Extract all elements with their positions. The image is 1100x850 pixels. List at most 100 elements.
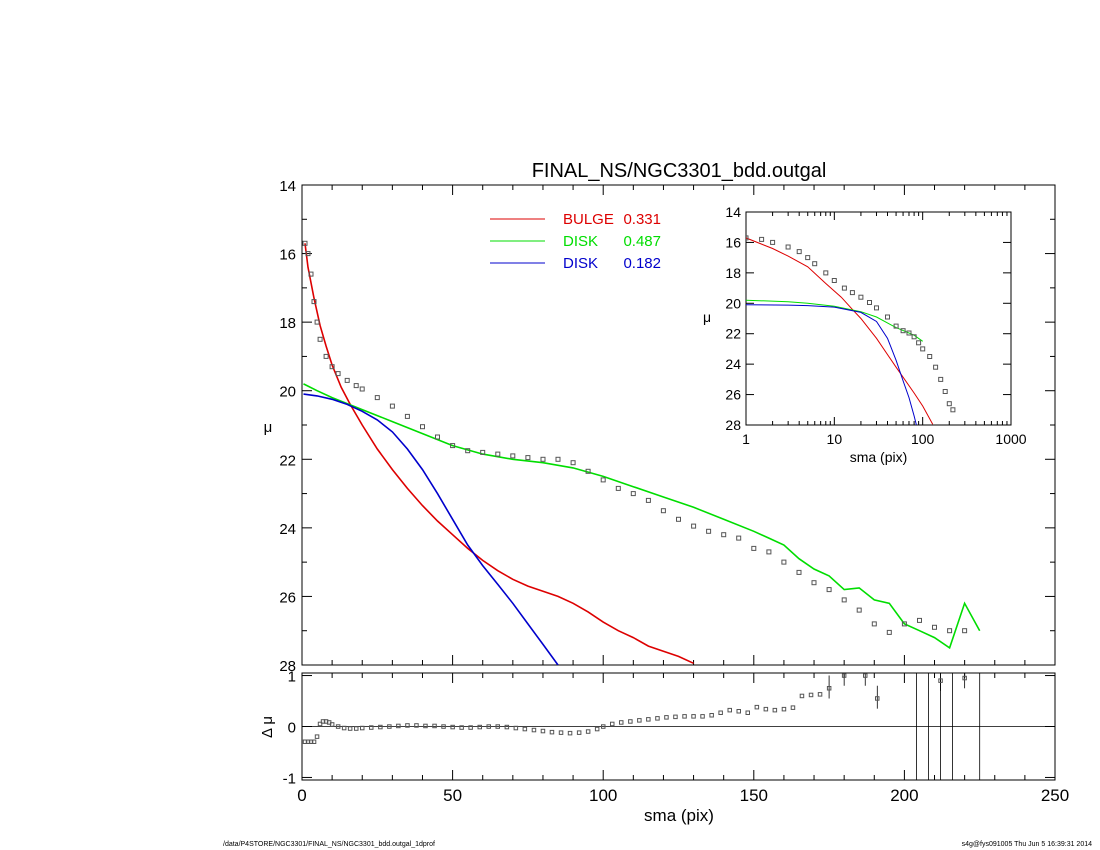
residual-x-tick-label: 50 — [443, 786, 462, 805]
legend-value: 0.182 — [623, 255, 661, 272]
residual-point — [341, 725, 347, 731]
residual-point — [354, 726, 359, 731]
residual-point — [558, 730, 564, 735]
data-point — [555, 456, 561, 462]
inset-data-point — [858, 294, 864, 300]
data-point — [570, 460, 576, 466]
residual-point — [790, 705, 796, 710]
data-point — [465, 448, 471, 454]
legend-label: DISK — [563, 255, 598, 272]
main-y-tick-label: 22 — [279, 452, 296, 469]
residual-point — [619, 720, 624, 725]
data-point — [480, 449, 486, 455]
data-point — [615, 485, 621, 491]
data-point — [359, 386, 365, 392]
inset-y-tick-label: 28 — [725, 417, 741, 433]
residual-point — [432, 723, 437, 729]
data-point — [811, 580, 817, 586]
data-point — [600, 477, 606, 483]
inset-data-point — [841, 285, 847, 291]
inset-data-point — [874, 305, 879, 311]
main-y-tick-label: 28 — [279, 658, 296, 675]
inset-data-point — [893, 323, 899, 329]
residual-point — [450, 724, 455, 730]
data-point — [766, 549, 772, 555]
legend-value: 0.487 — [623, 233, 661, 250]
residual-y-tick-label: -1 — [283, 770, 296, 787]
residual-point — [594, 726, 600, 732]
data-point — [660, 508, 666, 514]
residual-x-axis-label: sma (pix) — [644, 806, 714, 825]
inset-series-line-1 — [746, 299, 923, 342]
data-point — [947, 628, 953, 634]
residual-point — [540, 728, 546, 734]
data-point — [932, 624, 937, 630]
residual-x-tick-label: 250 — [1041, 786, 1069, 805]
main-y-axis-label: μ — [264, 419, 273, 436]
residual-point — [628, 719, 633, 724]
data-point — [901, 621, 907, 627]
data-point — [841, 597, 847, 603]
residual-point — [863, 673, 868, 678]
main-y-tick-label: 16 — [279, 247, 296, 264]
main-y-tick-label: 14 — [279, 178, 296, 195]
data-point — [886, 629, 892, 635]
residual-point — [531, 727, 537, 733]
data-point — [856, 607, 862, 613]
data-point — [353, 383, 359, 389]
inset-data-point — [920, 346, 926, 352]
residual-point — [486, 724, 491, 729]
data-point — [736, 535, 742, 541]
data-point — [751, 545, 757, 551]
inset-y-tick-label: 22 — [725, 326, 741, 342]
main-y-tick-label: 20 — [279, 384, 296, 401]
inset-series-line-0 — [746, 237, 934, 425]
residual-point — [826, 686, 832, 691]
inset-x-tick-label: 1000 — [995, 431, 1026, 447]
data-point — [917, 617, 922, 623]
residual-point — [709, 713, 714, 718]
residual-point — [549, 729, 555, 735]
data-point — [691, 523, 697, 529]
inset-x-tick-label: 100 — [911, 431, 935, 447]
residual-point — [495, 724, 500, 729]
main-y-tick-label: 24 — [279, 521, 296, 538]
inset-data-point — [911, 334, 917, 340]
data-point — [721, 532, 727, 538]
inset-data-point — [849, 290, 855, 296]
data-point — [826, 587, 832, 593]
residual-point — [673, 714, 678, 720]
residual-point — [360, 725, 365, 731]
residual-point — [414, 723, 419, 728]
inset-y-tick-label: 18 — [725, 265, 741, 281]
inset-data-point — [946, 401, 952, 407]
residual-point — [745, 710, 750, 715]
legend-label: BULGE — [563, 211, 614, 228]
residual-point — [691, 714, 696, 719]
data-point — [344, 377, 350, 383]
main-profile-plot: 14 16 18 20 22 24 26 28 μ — [264, 178, 1056, 675]
residual-point — [700, 714, 705, 719]
data-point — [450, 443, 456, 449]
residual-point — [763, 706, 769, 712]
residual-point — [504, 724, 510, 730]
residual-point — [736, 709, 741, 714]
main-y-tick-label: 26 — [279, 589, 296, 606]
series-line-2 — [303, 393, 559, 665]
inset-data-point — [933, 364, 939, 370]
data-point — [525, 455, 531, 461]
inset-data-point — [831, 278, 837, 283]
residual-point — [610, 721, 615, 727]
data-point — [796, 569, 802, 575]
inset-x-tick-label: 10 — [827, 431, 843, 447]
data-point — [585, 468, 591, 474]
series-line-1 — [303, 383, 981, 650]
residual-point — [646, 717, 651, 722]
inset-data-point — [938, 376, 944, 382]
residual-point — [637, 718, 642, 723]
residual-point — [576, 730, 582, 735]
footer-timestamp: s4g@fys091005 Thu Jun 5 16:39:31 2014 — [961, 841, 1092, 848]
data-point — [305, 251, 311, 257]
residual-point — [459, 725, 464, 730]
data-point — [314, 319, 320, 325]
